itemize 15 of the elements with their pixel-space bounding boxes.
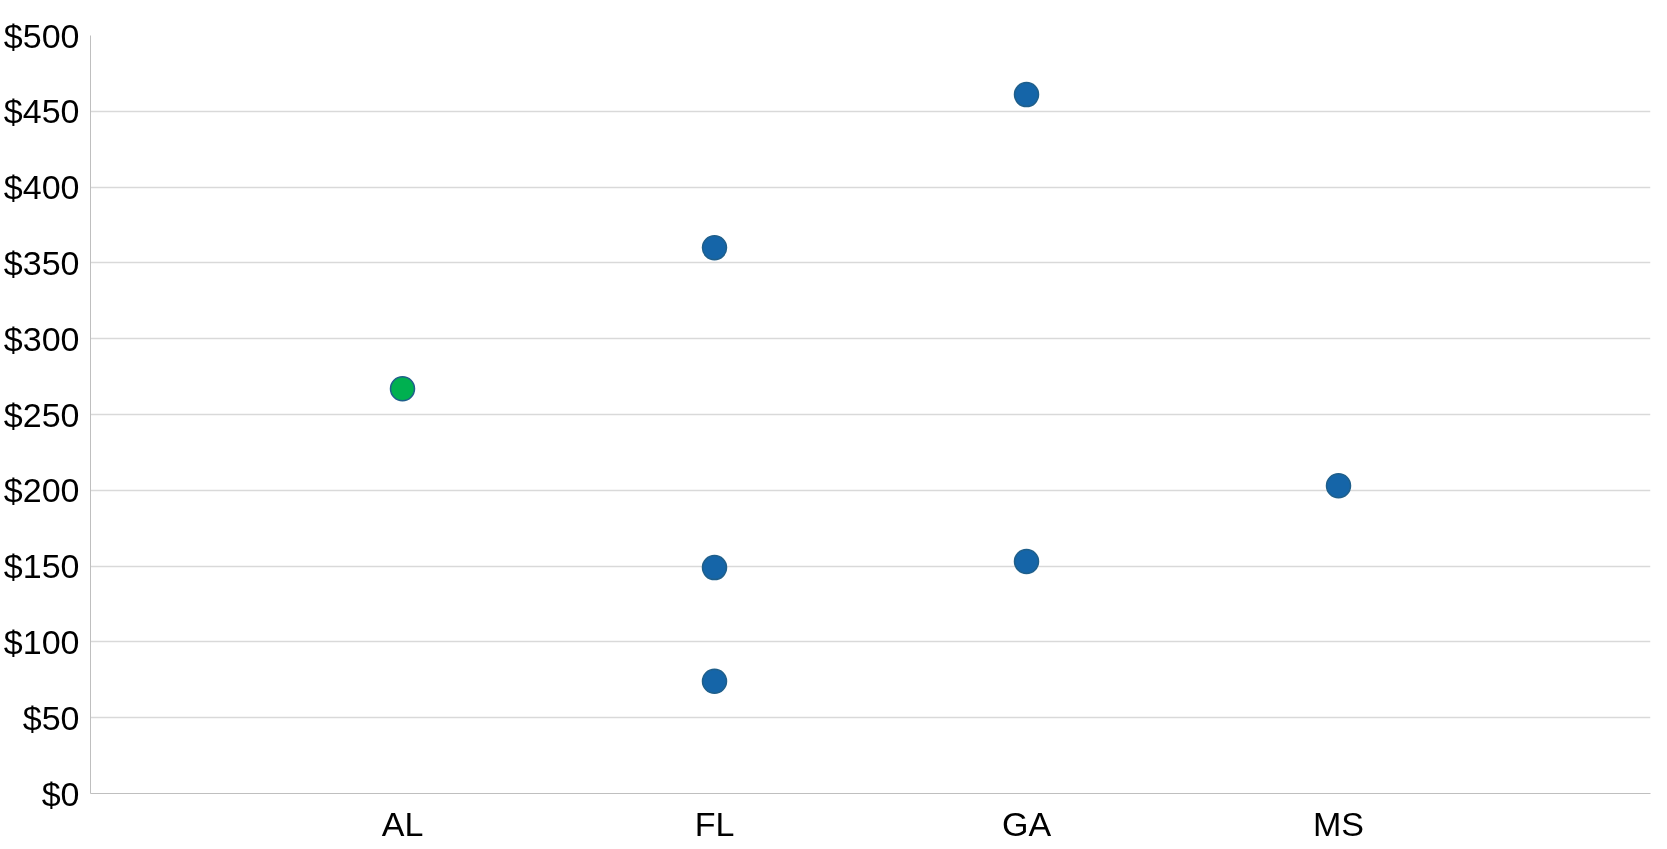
- x-tick-label: GA: [1001, 804, 1052, 843]
- x-tick-label: FL: [694, 804, 735, 843]
- y-tick-label: $300: [3, 319, 80, 358]
- y-tick-label: $0: [41, 774, 80, 813]
- y-tick-label: $350: [3, 243, 80, 282]
- y-tick-label: $100: [3, 622, 80, 661]
- x-tick-label: AL: [381, 804, 424, 843]
- y-tick-label: $50: [22, 698, 80, 737]
- y-tick-label: $400: [3, 168, 80, 207]
- y-tick-label: $150: [3, 547, 80, 586]
- y-tick-label: $500: [3, 16, 80, 55]
- y-tick-label: $450: [3, 92, 80, 131]
- y-tick-label: $200: [3, 471, 80, 510]
- x-tick-label: MS: [1313, 804, 1364, 843]
- y-tick-label: $250: [3, 395, 80, 434]
